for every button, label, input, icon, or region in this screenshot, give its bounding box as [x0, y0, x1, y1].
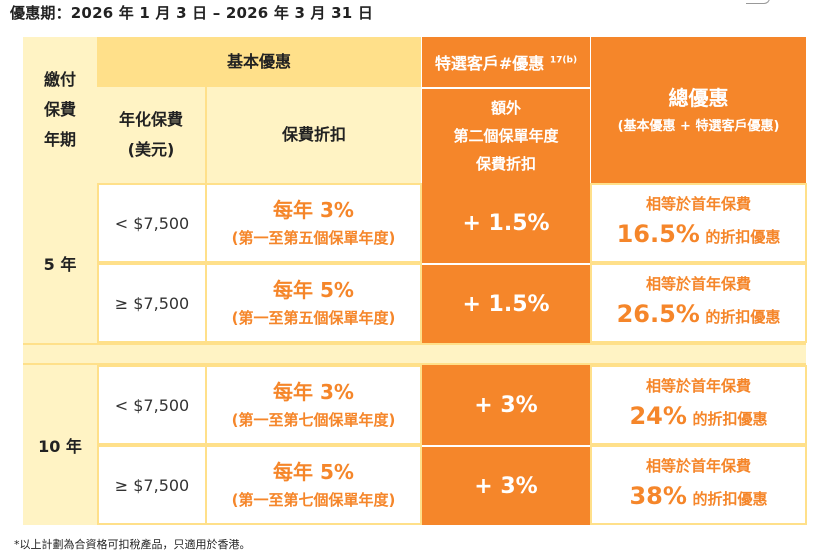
- g2-row2-discount-rate: 每年 5%: [273, 460, 354, 484]
- offer-period: 優惠期：2026 年 1 月 3 日 – 2026 年 3 月 31 日: [10, 4, 374, 22]
- g2-row2-total: 相等於首年保費 38% 的折扣優惠: [590, 445, 807, 525]
- g1-row2-total-suffix: 的折扣優惠: [705, 307, 781, 326]
- g1-row2-tier: ≥ $7,500: [97, 263, 207, 343]
- g2-row1-total-suffix: 的折扣優惠: [692, 409, 768, 428]
- g2-row1-total-line: 24% 的折扣優惠: [629, 398, 767, 437]
- g2-row1-total-prefix: 相等於首年保費: [645, 376, 751, 395]
- header-extra-line2: 第二個保單年度: [453, 127, 559, 145]
- g1-row1-tier-label: < $7,500: [114, 213, 190, 233]
- g1-row2-total-line: 26.5% 的折扣優惠: [617, 296, 781, 335]
- g2-row1-discount: 每年 3% (第一至第七個保單年度): [205, 365, 422, 445]
- corner-decoration: [746, 0, 770, 4]
- g1-row1-total-line: 16.5% 的折扣優惠: [617, 216, 781, 255]
- header-select-offer: 特選客戶#優惠 17(b): [422, 37, 590, 87]
- term-5-years-label: 5 年: [43, 255, 77, 274]
- g1-row2-extra: + 1.5%: [422, 263, 590, 343]
- g1-row1-discount-note: (第一至第五個保單年度): [231, 229, 396, 247]
- header-total-sub: (基本優惠 + 特選客戶優惠): [617, 119, 780, 134]
- g1-row1-total: 相等於首年保費 16.5% 的折扣優惠: [590, 183, 807, 263]
- header-basic-offer: 基本優惠: [97, 37, 421, 87]
- g1-row2-tier-label: ≥ $7,500: [114, 293, 190, 313]
- g2-row1-total-pct: 24%: [629, 401, 687, 430]
- header-premium-discount-label: 保費折扣: [281, 125, 346, 144]
- g2-row1-tier-label: < $7,500: [114, 395, 190, 415]
- g2-row1-extra: + 3%: [422, 365, 590, 445]
- header-extra-line1: 額外: [490, 99, 521, 117]
- g2-row2-extra-value: + 3%: [474, 473, 538, 499]
- g2-row2-tier-label: ≥ $7,500: [114, 475, 190, 495]
- g2-row1-total: 相等於首年保費 24% 的折扣優惠: [590, 365, 807, 445]
- g2-row1-extra-value: + 3%: [474, 392, 538, 418]
- g2-row2-total-suffix: 的折扣優惠: [692, 489, 768, 508]
- g1-row2-discount-rate: 每年 5%: [273, 278, 354, 302]
- header-annual-premium-line2: (美元): [127, 140, 175, 159]
- footnote: *以上計劃為合資格可扣稅產品，只適用於香港。: [14, 538, 251, 551]
- term-10-years: 10 年: [23, 365, 97, 525]
- header-payment-term-line3: 年期: [43, 130, 76, 149]
- g1-row2-total-pct: 26.5%: [616, 299, 700, 328]
- g1-row2-total: 相等於首年保費 26.5% 的折扣優惠: [590, 263, 807, 343]
- header-select-offer-label: 特選客戶#優惠 17(b): [435, 50, 577, 74]
- g2-row2-extra: + 3%: [422, 445, 590, 525]
- g2-row2-total-line: 38% 的折扣優惠: [629, 478, 767, 517]
- group-separator: [23, 343, 806, 365]
- header-select-offer-sup: 17(b): [549, 55, 578, 66]
- g1-row2-discount: 每年 5% (第一至第五個保單年度): [205, 263, 422, 343]
- g1-row1-discount-rate: 每年 3%: [273, 198, 354, 222]
- header-total-offer: 總優惠 (基本優惠 + 特選客戶優惠): [591, 37, 806, 183]
- term-5-years: 5 年: [23, 183, 97, 343]
- g1-row1-extra: + 1.5%: [422, 183, 590, 263]
- g2-row1-tier: < $7,500: [97, 365, 207, 445]
- g1-row1-tier: < $7,500: [97, 183, 207, 263]
- g1-row2-total-prefix: 相等於首年保費: [645, 274, 751, 293]
- header-annual-premium-line1: 年化保費: [118, 110, 183, 129]
- header-payment-term-line1: 繳付: [43, 70, 76, 89]
- g1-row1-total-prefix: 相等於首年保費: [645, 194, 751, 213]
- g2-row1-discount-note: (第一至第七個保單年度): [231, 411, 396, 429]
- g1-row1-total-suffix: 的折扣優惠: [705, 227, 781, 246]
- g1-row2-extra-value: + 1.5%: [462, 291, 550, 317]
- g2-row2-total-prefix: 相等於首年保費: [645, 456, 751, 475]
- g1-row2-discount-note: (第一至第五個保單年度): [231, 309, 396, 327]
- g2-row2-total-pct: 38%: [629, 481, 687, 510]
- g2-row2-discount-note: (第一至第七個保單年度): [231, 491, 396, 509]
- header-payment-term: 繳付 保費 年期: [23, 37, 97, 183]
- g2-row2-tier: ≥ $7,500: [97, 445, 207, 525]
- g1-row1-extra-value: + 1.5%: [462, 210, 550, 236]
- header-select-offer-text: 特選客戶#優惠: [434, 54, 545, 73]
- g1-row1-discount: 每年 3% (第一至第五個保單年度): [205, 183, 422, 263]
- g1-row1-total-pct: 16.5%: [616, 219, 700, 248]
- header-extra-discount: 額外 第二個保單年度 保費折扣: [422, 87, 590, 183]
- term-10-years-label: 10 年: [38, 437, 82, 456]
- header-annual-premium: 年化保費 (美元): [97, 87, 207, 183]
- g2-row1-discount-rate: 每年 3%: [273, 380, 354, 404]
- header-premium-discount: 保費折扣: [207, 87, 421, 183]
- header-total-label: 總優惠: [668, 86, 729, 110]
- g2-row2-discount: 每年 5% (第一至第七個保單年度): [205, 445, 422, 525]
- header-extra-line3: 保費折扣: [475, 155, 536, 173]
- header-basic-offer-label: 基本優惠: [226, 52, 291, 71]
- header-payment-term-line2: 保費: [43, 100, 76, 119]
